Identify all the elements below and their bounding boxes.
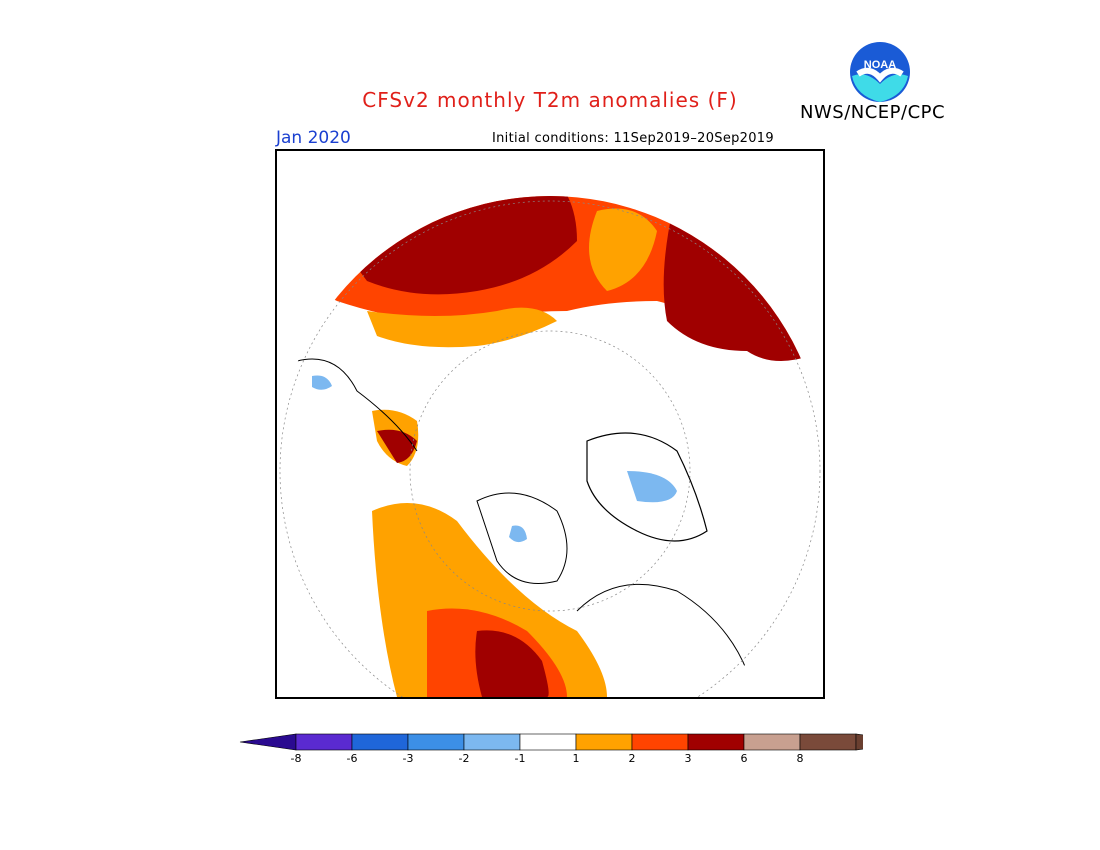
colorbar-tick: -6	[346, 752, 358, 765]
moderate-warm-anomaly-region	[367, 307, 557, 348]
colorbar-tick: 1	[572, 752, 580, 765]
polar-map-svg	[277, 196, 823, 697]
noaa-logo-icon: NOAA	[850, 42, 910, 102]
initial-conditions: Initial conditions: 11Sep2019–20Sep2019	[492, 131, 774, 146]
colorbar-swatch	[631, 733, 689, 751]
colorbar-tick: -1	[514, 752, 526, 765]
colorbar-tick: 3	[684, 752, 692, 765]
coastline	[576, 583, 748, 672]
cool-anomaly-region	[627, 471, 677, 503]
colorbar-swatch	[295, 733, 353, 751]
colorbar-tick: -8	[290, 752, 302, 765]
colorbar-swatch	[463, 733, 521, 751]
latitude-circle	[409, 330, 691, 612]
coastline	[296, 358, 418, 452]
colorbar-swatch	[743, 733, 801, 751]
colorbar-swatch	[351, 733, 409, 751]
strong-warm-anomaly-region	[337, 196, 577, 295]
coastline	[586, 432, 708, 542]
map-title: CFSv2 monthly T2m anomalies (F)	[362, 88, 738, 112]
colorbar-swatch	[407, 733, 465, 751]
colorbar-tick: 6	[740, 752, 748, 765]
colorbar-tick: -3	[402, 752, 414, 765]
strong-warm-anomaly-region	[475, 630, 549, 697]
coastline	[476, 492, 568, 584]
colorbar-swatch	[687, 733, 745, 751]
cool-anomaly-region	[509, 525, 527, 543]
colorbar-extension-low	[239, 733, 297, 751]
polar-map	[275, 149, 825, 699]
colorbar-tick: 2	[628, 752, 636, 765]
noaa-logo-text: NOAA	[864, 59, 896, 71]
forecast-month: Jan 2020	[276, 128, 351, 148]
cool-anomaly-region	[312, 375, 332, 390]
latitude-circle	[279, 200, 821, 697]
colorbar-swatch	[519, 733, 577, 751]
colorbar-tick: -2	[458, 752, 470, 765]
colorbar-extension-high	[855, 733, 863, 751]
colorbar-swatch	[575, 733, 633, 751]
moderate-warm-anomaly-region	[589, 208, 657, 291]
colorbar	[239, 733, 863, 751]
agency-label: NWS/NCEP/CPC	[800, 102, 946, 123]
colorbar-tick: 8	[796, 752, 804, 765]
colorbar-swatch	[799, 733, 857, 751]
strong-warm-anomaly-region	[663, 196, 823, 361]
